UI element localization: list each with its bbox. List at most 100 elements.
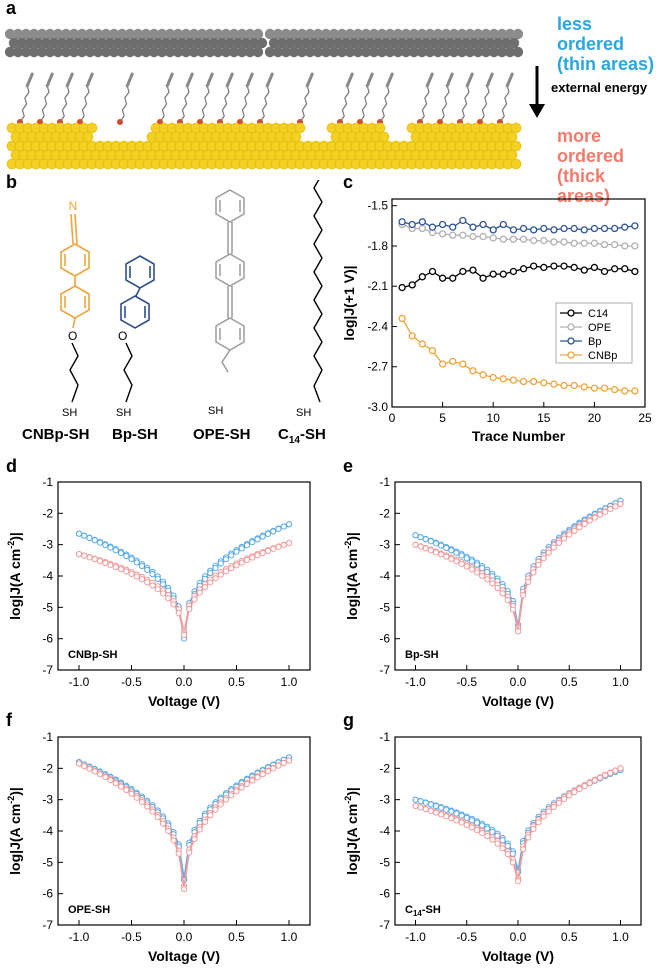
jv-point-pink — [489, 836, 496, 843]
jv-point-pink — [86, 554, 93, 561]
jv-point-pink — [228, 792, 235, 799]
top-electrode-atom — [76, 46, 88, 58]
top-electrode-atom — [300, 37, 312, 49]
jv-point-pink — [504, 851, 511, 858]
data-point-c14 — [530, 262, 538, 270]
top-electrode-atom — [28, 28, 40, 40]
top-electrode-atom — [52, 46, 64, 58]
top-electrode-atom — [512, 46, 524, 58]
data-point-c14 — [428, 267, 437, 276]
top-electrode-atom — [268, 37, 280, 49]
top-electrode-atom — [144, 37, 156, 49]
aromatic-head — [45, 72, 54, 88]
top-electrode-atom — [304, 28, 316, 40]
alkyl-chain — [199, 85, 210, 123]
ope-structure — [215, 189, 245, 373]
y-tick-label: -4 — [379, 569, 390, 583]
jv-point-pink — [530, 825, 537, 833]
top-electrode-atom — [124, 46, 136, 58]
chart-c-trace: 0 5 10 15 20 25 -1.5 -1.8 -2.1 -2.4 -2.7 -3.0 Trace … — [341, 198, 652, 444]
data-point-bp — [610, 224, 619, 233]
chart-d-cnbp: -1.0 -0.5 0.0 0.5 1.0 -1 -2 -3 -4 -5 -6 -7 Voltage (… — [6, 475, 311, 709]
jv-point-pink — [550, 544, 557, 551]
jv-point-blue — [154, 575, 161, 582]
top-electrode-atom — [180, 28, 192, 40]
aromatic-head — [85, 72, 94, 88]
top-electrode-atom — [356, 37, 368, 49]
data-point-cnbp — [499, 375, 507, 383]
top-electrode-atom — [496, 46, 508, 58]
jv-point-pink — [217, 571, 224, 578]
top-electrode-atom — [148, 46, 160, 58]
data-point-bp — [449, 223, 457, 231]
legend-label: Bp — [588, 336, 601, 348]
molecule-structures: N O SH O SH SH SH — [60, 180, 323, 419]
gold-atom — [378, 131, 390, 143]
jv-point-blue — [468, 558, 475, 565]
aromatic-head — [425, 72, 434, 88]
data-point-ope — [509, 235, 518, 243]
data-point-ope — [459, 231, 467, 239]
jv-point-blue — [479, 564, 486, 572]
top-electrode-atom — [140, 46, 152, 58]
jv-point-blue — [102, 541, 109, 549]
top-electrode-atom — [240, 37, 252, 49]
top-electrode-atom — [244, 28, 256, 40]
c14-chain — [313, 180, 323, 403]
panel-label-g: g — [343, 710, 354, 730]
jv-point-blue — [86, 534, 93, 542]
top-electrode-atom — [288, 28, 300, 40]
top-electrode-atom — [72, 37, 84, 49]
jv-point-pink — [170, 837, 177, 844]
legend-label: C14 — [588, 308, 608, 320]
jv-point-pink — [96, 557, 104, 565]
top-electrode-atom — [320, 46, 332, 58]
x-tick-label: -1.0 — [69, 930, 90, 944]
jv-point-blue — [243, 542, 251, 549]
y-tick-label: -4 — [379, 824, 390, 838]
top-electrode-atom — [480, 28, 492, 40]
data-point-ope — [519, 235, 528, 243]
molecule-annotation: OPE-SH — [68, 904, 110, 916]
data-point-cnbp — [580, 383, 588, 391]
jv-point-pink — [75, 550, 83, 558]
top-electrode-atom — [172, 28, 184, 40]
top-electrode-atom — [220, 28, 232, 40]
jv-point-pink — [117, 783, 125, 790]
top-electrode-atom — [236, 28, 248, 40]
data-point-bp — [540, 224, 548, 233]
top-electrode-atom — [112, 37, 124, 49]
x-tick-label: 1.0 — [612, 930, 629, 944]
data-point-ope — [530, 236, 538, 245]
plot-frame — [57, 481, 311, 671]
jv-point-blue — [149, 571, 156, 578]
y-tick-label: -3 — [42, 538, 53, 552]
top-electrode-atom — [116, 46, 128, 58]
top-electrode-atom — [168, 37, 180, 49]
y-tick-label: -2 — [379, 506, 390, 520]
cnbp-name: CNBp-SH — [22, 426, 90, 443]
y-tick-label: -7 — [379, 663, 390, 677]
jv-point-pink — [438, 551, 445, 558]
y-tick-label: -6 — [42, 632, 53, 646]
top-electrode-atom — [316, 37, 328, 49]
jv-point-pink — [81, 763, 88, 770]
x-tick-label: 15 — [537, 411, 551, 425]
jv-point-blue — [275, 525, 282, 533]
y-tick-label: -7 — [379, 918, 390, 932]
top-electrode-atom — [296, 28, 308, 40]
x-tick-label: 0.0 — [176, 675, 193, 689]
gold-atom — [510, 140, 522, 152]
jv-point-blue — [233, 548, 240, 555]
aromatic-head — [245, 72, 254, 88]
data-point-bp — [570, 224, 578, 233]
top-electrode-atom — [468, 37, 480, 49]
jv-point-blue — [494, 832, 501, 839]
x-tick-label: 0.0 — [510, 675, 527, 689]
top-electrode-atom — [424, 28, 436, 40]
top-electrode-atom — [408, 46, 420, 58]
jv-point-pink — [149, 808, 156, 815]
x-tick-label: 0.5 — [228, 675, 245, 689]
jv-point-blue — [432, 540, 440, 547]
x-tick-label: 0.5 — [561, 675, 578, 689]
